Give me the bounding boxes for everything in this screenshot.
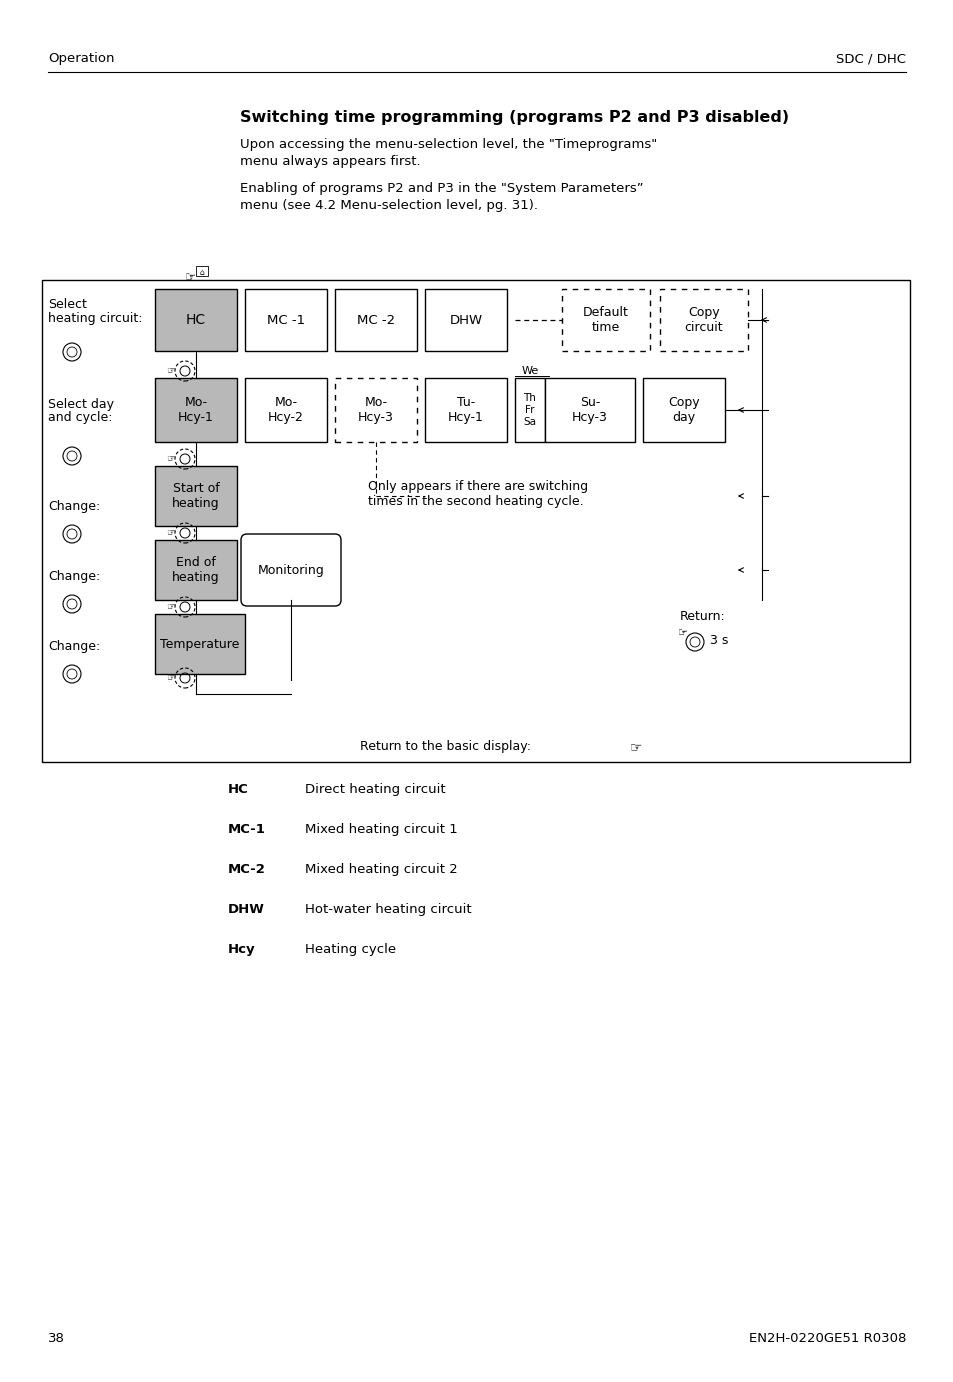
Text: Enabling of programs P2 and P3 in the "System Parameters”: Enabling of programs P2 and P3 in the "S… bbox=[240, 182, 643, 195]
Text: ⌂: ⌂ bbox=[199, 268, 204, 276]
Text: Change:: Change: bbox=[48, 640, 100, 654]
Text: Default
time: Default time bbox=[582, 305, 628, 334]
Text: Heating cycle: Heating cycle bbox=[305, 943, 395, 956]
Text: Return to the basic display:: Return to the basic display: bbox=[359, 739, 531, 753]
Text: Hcy: Hcy bbox=[228, 943, 255, 956]
Text: Mixed heating circuit 1: Mixed heating circuit 1 bbox=[305, 824, 457, 836]
Text: Su-
Hcy-3: Su- Hcy-3 bbox=[572, 397, 607, 424]
Bar bbox=[561, 289, 649, 351]
Text: HC: HC bbox=[228, 784, 249, 796]
Bar bbox=[245, 379, 327, 442]
Text: 3 s: 3 s bbox=[709, 634, 727, 647]
Bar bbox=[335, 379, 416, 442]
Text: Switching time programming (programs P2 and P3 disabled): Switching time programming (programs P2 … bbox=[240, 111, 788, 124]
Text: ☞: ☞ bbox=[167, 455, 175, 464]
Text: menu always appears first.: menu always appears first. bbox=[240, 155, 420, 169]
Text: EN2H-0220GE51 R0308: EN2H-0220GE51 R0308 bbox=[748, 1332, 905, 1345]
Text: MC -1: MC -1 bbox=[267, 314, 305, 326]
Text: Select day: Select day bbox=[48, 398, 113, 410]
Text: times in the second heating cycle.: times in the second heating cycle. bbox=[368, 495, 583, 509]
Text: ☞: ☞ bbox=[185, 271, 196, 285]
Bar bbox=[42, 281, 909, 761]
Bar bbox=[424, 289, 506, 351]
Text: Change:: Change: bbox=[48, 500, 100, 513]
Text: MC -2: MC -2 bbox=[356, 314, 395, 326]
Bar bbox=[154, 379, 236, 442]
Text: Mo-
Hcy-3: Mo- Hcy-3 bbox=[357, 397, 394, 424]
Text: Operation: Operation bbox=[48, 53, 114, 65]
Bar bbox=[245, 289, 327, 351]
Text: Upon accessing the menu-selection level, the "Timeprograms": Upon accessing the menu-selection level,… bbox=[240, 138, 657, 151]
Text: SDC / DHC: SDC / DHC bbox=[835, 53, 905, 65]
Text: ☞: ☞ bbox=[167, 528, 175, 538]
Text: HC: HC bbox=[186, 312, 206, 328]
Bar bbox=[154, 540, 236, 600]
Text: ☞: ☞ bbox=[167, 673, 175, 683]
Text: Copy
circuit: Copy circuit bbox=[684, 305, 722, 334]
Text: End of
heating: End of heating bbox=[172, 556, 219, 585]
Text: Start of
heating: Start of heating bbox=[172, 482, 219, 510]
FancyBboxPatch shape bbox=[241, 533, 340, 605]
Text: Monitoring: Monitoring bbox=[257, 564, 324, 576]
Text: We: We bbox=[521, 366, 538, 376]
Bar bbox=[424, 379, 506, 442]
Text: Mo-
Hcy-2: Mo- Hcy-2 bbox=[268, 397, 304, 424]
Text: MC-2: MC-2 bbox=[228, 862, 266, 876]
Text: Direct heating circuit: Direct heating circuit bbox=[305, 784, 445, 796]
Text: ☞: ☞ bbox=[678, 627, 687, 638]
Bar bbox=[659, 289, 747, 351]
Bar bbox=[515, 379, 544, 442]
Text: Change:: Change: bbox=[48, 569, 100, 583]
Text: Hot-water heating circuit: Hot-water heating circuit bbox=[305, 902, 471, 916]
Text: DHW: DHW bbox=[449, 314, 482, 326]
Text: 38: 38 bbox=[48, 1332, 65, 1345]
Text: Copy
day: Copy day bbox=[667, 397, 700, 424]
Text: menu (see 4.2 Menu-selection level, pg. 31).: menu (see 4.2 Menu-selection level, pg. … bbox=[240, 199, 537, 211]
Text: Only appears if there are switching: Only appears if there are switching bbox=[368, 480, 587, 493]
Text: heating circuit:: heating circuit: bbox=[48, 312, 142, 325]
Text: Select: Select bbox=[48, 299, 87, 311]
Text: Th
Fr
Sa: Th Fr Sa bbox=[523, 394, 536, 427]
Text: DHW: DHW bbox=[228, 902, 265, 916]
Bar bbox=[154, 466, 236, 527]
Text: Temperature: Temperature bbox=[160, 637, 239, 651]
Bar bbox=[195, 265, 208, 276]
Bar bbox=[154, 289, 236, 351]
Text: Return:: Return: bbox=[679, 609, 725, 623]
Bar bbox=[642, 379, 724, 442]
Text: ☞: ☞ bbox=[167, 603, 175, 612]
Text: Mixed heating circuit 2: Mixed heating circuit 2 bbox=[305, 862, 457, 876]
Text: Mo-
Hcy-1: Mo- Hcy-1 bbox=[178, 397, 213, 424]
Bar bbox=[335, 289, 416, 351]
Bar bbox=[544, 379, 635, 442]
Text: ☞: ☞ bbox=[629, 739, 641, 755]
Bar bbox=[154, 614, 245, 674]
Text: and cycle:: and cycle: bbox=[48, 410, 112, 424]
Text: MC-1: MC-1 bbox=[228, 824, 266, 836]
Text: Tu-
Hcy-1: Tu- Hcy-1 bbox=[448, 397, 483, 424]
Text: ☞: ☞ bbox=[167, 366, 175, 376]
